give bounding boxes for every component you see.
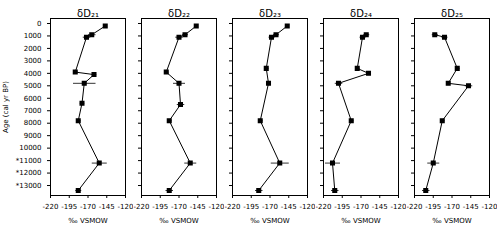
svg-text:‰ VSMOW: ‰ VSMOW (250, 217, 289, 225)
svg-text:-220: -220 (316, 203, 332, 211)
svg-text:-170: -170 (171, 203, 187, 211)
svg-text:-195: -195 (152, 203, 168, 211)
svg-text:-195: -195 (61, 203, 77, 211)
svg-text:-120: -120 (209, 203, 224, 211)
svg-text:8000: 8000 (24, 119, 42, 127)
svg-text:-145: -145 (99, 203, 115, 211)
svg-text:-195: -195 (243, 203, 259, 211)
svg-text:*11000: *11000 (16, 157, 42, 165)
svg-text:-170: -170 (444, 203, 460, 211)
svg-text:*13000: *13000 (16, 182, 42, 190)
svg-text:‰ VSMOW: ‰ VSMOW (432, 217, 471, 225)
svg-text:0: 0 (37, 20, 41, 28)
svg-text:4000: 4000 (24, 70, 42, 78)
svg-text:Age (cal yr BP): Age (cal yr BP) (2, 81, 10, 133)
svg-text:5000: 5000 (24, 82, 42, 90)
svg-text:δD₂₄: δD₂₄ (350, 8, 372, 19)
svg-text:6000: 6000 (24, 95, 42, 103)
svg-text:1000: 1000 (24, 32, 42, 40)
svg-text:‰ VSMOW: ‰ VSMOW (159, 217, 198, 225)
svg-text:3000: 3000 (24, 57, 42, 65)
svg-text:-220: -220 (225, 203, 241, 211)
svg-text:-170: -170 (80, 203, 96, 211)
svg-text:-220: -220 (43, 203, 59, 211)
svg-text:δD₂₂: δD₂₂ (168, 8, 190, 19)
svg-text:‰ VSMOW: ‰ VSMOW (341, 217, 380, 225)
svg-text:δD₂₁: δD₂₁ (77, 8, 99, 19)
svg-text:‰ VSMOW: ‰ VSMOW (68, 217, 107, 225)
svg-text:*12000: *12000 (16, 169, 42, 177)
svg-text:-120: -120 (391, 203, 406, 211)
svg-text:-170: -170 (353, 203, 369, 211)
svg-text:2000: 2000 (24, 45, 42, 53)
svg-text:-170: -170 (262, 203, 278, 211)
svg-text:δD₂₃: δD₂₃ (259, 8, 281, 19)
svg-text:-120: -120 (482, 203, 497, 211)
svg-text:-145: -145 (190, 203, 206, 211)
svg-text:-145: -145 (281, 203, 297, 211)
svg-text:-220: -220 (134, 203, 150, 211)
svg-text:-145: -145 (463, 203, 479, 211)
svg-text:-120: -120 (300, 203, 315, 211)
svg-text:-145: -145 (372, 203, 388, 211)
svg-text:10000: 10000 (19, 144, 41, 152)
svg-text:9000: 9000 (24, 132, 42, 140)
svg-text:7000: 7000 (24, 107, 42, 115)
svg-text:-220: -220 (407, 203, 423, 211)
svg-text:-195: -195 (425, 203, 441, 211)
svg-text:δD₂₅: δD₂₅ (441, 8, 463, 19)
svg-text:-120: -120 (118, 203, 133, 211)
svg-text:-195: -195 (334, 203, 350, 211)
